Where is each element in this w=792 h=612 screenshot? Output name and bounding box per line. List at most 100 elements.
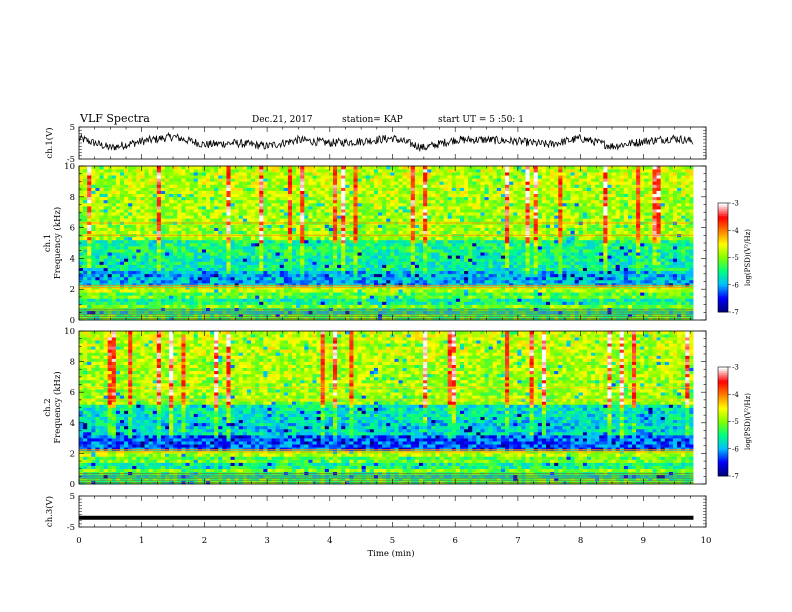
psd-cell <box>287 187 293 191</box>
psd-cell <box>365 172 371 176</box>
psd-cell <box>242 193 248 198</box>
psd-cell <box>386 261 391 265</box>
psd-cell <box>156 187 162 191</box>
psd-cell <box>169 243 174 247</box>
psd-cell <box>255 267 260 272</box>
psd-cell <box>312 202 317 207</box>
psd-cell <box>160 190 166 195</box>
psd-cell <box>124 267 129 272</box>
psd-cell <box>111 279 117 284</box>
psd-cell <box>267 230 272 235</box>
psd-cell <box>136 264 141 268</box>
psd-cell <box>214 236 219 241</box>
psd-cell <box>226 236 231 241</box>
psd-cell <box>455 190 461 195</box>
psd-cell <box>271 246 276 250</box>
psd-cell <box>468 175 473 179</box>
psd-cell <box>124 295 129 299</box>
psd-cell <box>451 243 457 247</box>
psd-cell <box>87 202 92 207</box>
psd-cell <box>111 301 117 305</box>
psd-cell <box>185 261 190 265</box>
psd-cell <box>144 273 149 278</box>
psd-cell <box>332 236 338 241</box>
psd-cell <box>414 255 420 259</box>
psd-cell <box>341 166 346 170</box>
psd-cell <box>406 313 412 318</box>
psd-cell <box>390 304 395 308</box>
psd-cell <box>251 249 256 253</box>
psd-cell <box>95 206 100 210</box>
psd-cell <box>165 298 170 302</box>
psd-cell <box>222 264 227 268</box>
psd-cell <box>234 209 240 213</box>
psd-cell <box>402 243 408 247</box>
psd-cell <box>185 187 190 191</box>
psd-cell <box>459 258 465 262</box>
psd-cell <box>349 206 354 210</box>
psd-cell <box>210 267 215 272</box>
psd-cell <box>414 230 420 235</box>
psd-cell <box>287 276 293 281</box>
psd-cell <box>435 246 440 250</box>
psd-cell <box>271 227 276 231</box>
psd-cell <box>390 172 395 176</box>
psd-cell <box>271 273 276 278</box>
psd-cell <box>119 175 125 179</box>
psd-cell <box>476 190 481 195</box>
psd-cell <box>205 267 211 272</box>
psd-cell <box>107 264 113 268</box>
psd-cell <box>464 313 469 318</box>
psd-cell <box>267 196 272 201</box>
psd-cell <box>300 298 305 302</box>
psd-cell <box>87 239 92 244</box>
psd-cell <box>169 187 174 191</box>
psd-cell <box>83 273 88 278</box>
psd-cell <box>197 172 203 176</box>
psd-cell <box>246 292 252 296</box>
psd-cell <box>410 224 416 228</box>
psd-cell <box>443 209 448 213</box>
psd-cell <box>181 193 186 198</box>
psd-cell <box>136 218 141 222</box>
psd-cell <box>414 193 420 198</box>
psd-cell <box>222 206 227 210</box>
psd-cell <box>332 255 338 259</box>
psd-cell <box>459 255 465 259</box>
psd-cell <box>406 190 412 195</box>
psd-cell <box>136 181 141 185</box>
psd-cell <box>459 209 465 213</box>
psd-cell <box>423 283 428 287</box>
psd-cell <box>230 292 235 296</box>
psd-cell <box>91 261 96 265</box>
psd-cell <box>156 206 162 210</box>
psd-cell <box>292 246 297 250</box>
psd-cell <box>419 178 424 182</box>
psd-cell <box>410 270 416 275</box>
psd-cell <box>414 252 420 256</box>
psd-cell <box>353 270 358 275</box>
psd-cell <box>369 206 375 210</box>
psd-cell <box>193 178 199 182</box>
psd-cell <box>173 175 178 179</box>
psd-cell <box>210 292 215 296</box>
psd-cell <box>398 209 403 213</box>
psd-cell <box>349 292 354 296</box>
psd-cell <box>136 172 141 176</box>
psd-cell <box>119 202 125 207</box>
psd-cell <box>128 310 133 315</box>
psd-cell <box>398 255 403 259</box>
psd-cell <box>365 267 371 272</box>
psd-cell <box>447 166 453 170</box>
psd-cell <box>455 298 461 302</box>
psd-cell <box>279 190 285 195</box>
psd-cell <box>246 230 252 235</box>
psd-cell <box>83 187 88 191</box>
psd-cell <box>423 202 428 207</box>
psd-cell <box>156 249 162 253</box>
psd-cell <box>332 292 338 296</box>
psd-cell <box>152 236 158 241</box>
psd-cell <box>324 255 330 259</box>
psd-cell <box>222 215 227 219</box>
psd-cell <box>95 252 100 256</box>
